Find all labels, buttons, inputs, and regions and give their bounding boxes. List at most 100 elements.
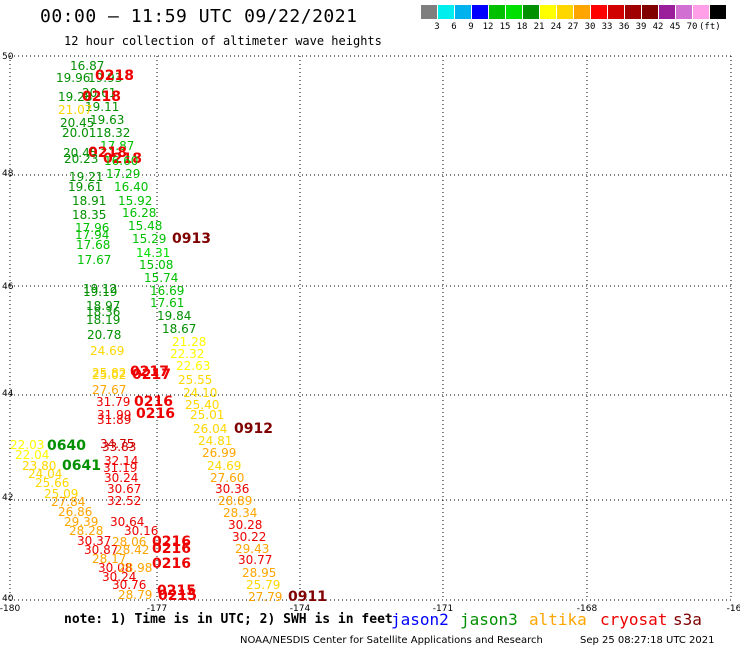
wave-height-label: 17.94 xyxy=(75,228,109,242)
legend-label: 39 xyxy=(635,22,647,32)
legend-label: 15 xyxy=(499,22,511,32)
wave-height-label: 29.39 xyxy=(64,515,98,529)
wave-height-label: 28.79 xyxy=(118,588,152,602)
wave-height-label: 25.02 xyxy=(92,368,126,382)
pass-time-label: 0217 xyxy=(130,364,169,380)
credit-text: NOAA/NESDIS Center for Satellite Applica… xyxy=(240,635,543,646)
wave-height-label: 30.67 xyxy=(107,482,141,496)
lat-label: 50 xyxy=(2,52,14,62)
legend-swatch xyxy=(557,5,573,19)
lat-label: 40 xyxy=(2,594,14,604)
wave-height-label: 17.68 xyxy=(76,238,110,252)
legend-label: 18 xyxy=(516,22,528,32)
wave-height-label: 17.67 xyxy=(77,253,111,267)
wave-height-label: 21.07 xyxy=(58,103,92,117)
wave-height-label: 24.81 xyxy=(198,434,232,448)
wave-height-label: 18.67 xyxy=(162,322,196,336)
satellite-label: altika xyxy=(529,610,587,629)
pass-time-label: 0216 xyxy=(152,541,191,557)
wave-height-label: 16.69 xyxy=(150,284,184,298)
legend-unit: (ft) xyxy=(699,22,721,32)
wave-height-label: 25.66 xyxy=(35,476,69,490)
wave-height-label: 15.92 xyxy=(118,194,152,208)
legend-swatch xyxy=(625,5,641,19)
legend-swatch xyxy=(421,5,437,19)
page-subtitle: 12 hour collection of altimeter wave hei… xyxy=(64,34,382,48)
wave-height-label: 17.87 xyxy=(100,139,134,153)
wave-height-label: 19.11 xyxy=(85,100,119,114)
lon-label: -177 xyxy=(147,604,167,614)
legend-label: 45 xyxy=(669,22,681,32)
pass-time-label: 0640 xyxy=(47,438,86,454)
wave-height-label: 30.16 xyxy=(124,524,158,538)
wave-height-label: 24.10 xyxy=(183,386,217,400)
legend-label: 30 xyxy=(584,22,596,32)
legend-label: 70 xyxy=(686,22,698,32)
wave-height-label: 30.87 xyxy=(84,543,118,557)
legend-swatch xyxy=(642,5,658,19)
wave-height-label: 27.84 xyxy=(51,495,85,509)
wave-height-label: 18.97 xyxy=(86,299,120,313)
wave-height-label: 19.84 xyxy=(157,309,191,323)
timestamp-text: Sep 25 08:27:18 UTC 2021 xyxy=(580,635,715,646)
legend-swatch xyxy=(472,5,488,19)
legend-label: 27 xyxy=(567,22,579,32)
wave-height-label: 28.06 xyxy=(112,535,146,549)
wave-height-label: 30.22 xyxy=(232,530,266,544)
wave-height-label: 20.45 xyxy=(60,116,94,130)
wave-height-label: 24.69 xyxy=(90,344,124,358)
wave-height-label: 29.43 xyxy=(235,542,269,556)
wave-height-label: 28.89 xyxy=(218,494,252,508)
wave-height-label: 34.75 xyxy=(100,437,134,451)
pass-time-label: 0217 xyxy=(132,367,171,383)
wave-height-label: 20.61 xyxy=(82,86,116,100)
pass-time-label: 0216 xyxy=(136,406,175,422)
wave-height-label: 30.76 xyxy=(112,578,146,592)
lat-label: 44 xyxy=(2,389,14,399)
wave-height-label: 20.23 xyxy=(64,152,98,166)
wave-height-label: 16.87 xyxy=(70,59,104,73)
pass-time-label: 0216 xyxy=(152,556,191,572)
legend-label: 36 xyxy=(618,22,630,32)
wave-height-label: 21.28 xyxy=(172,335,206,349)
legend-label: 12 xyxy=(482,22,494,32)
wave-height-label: 28.28 xyxy=(69,524,103,538)
wave-height-label: 19.61 xyxy=(68,180,102,194)
wave-height-label: 26.86 xyxy=(58,505,92,519)
wave-height-label: 24.69 xyxy=(207,459,241,473)
wave-height-label: 16.40 xyxy=(114,180,148,194)
wave-height-label: 15.08 xyxy=(139,258,173,272)
lon-label: -174 xyxy=(290,604,311,614)
lat-label: 42 xyxy=(2,493,13,503)
wave-height-label: 28.42 xyxy=(115,543,149,557)
wave-readings: 16.8719.9619.93021820.6119.28021819.1121… xyxy=(10,59,327,605)
wave-height-label: 28.95 xyxy=(242,566,276,580)
satellite-label: cryosat xyxy=(600,610,668,629)
footer-note: note: 1) Time is in UTC; 2) SWH is in fe… xyxy=(64,612,393,627)
pass-time-label: 0218 xyxy=(88,145,127,161)
lon-label: -168 xyxy=(577,604,598,614)
pass-time-label: 0913 xyxy=(172,231,211,247)
legend-label: 21 xyxy=(533,22,545,32)
wave-height-label: 30.28 xyxy=(228,518,262,532)
wave-height-label: 25.82 xyxy=(92,366,126,380)
pass-time-label: 0218 xyxy=(95,68,134,84)
wave-height-label: 31.99 xyxy=(97,408,131,422)
wave-height-label: 16.28 xyxy=(122,206,156,220)
lat-label: 46 xyxy=(2,282,14,292)
legend-swatch xyxy=(540,5,556,19)
wave-height-label: 32.52 xyxy=(107,494,141,508)
wave-height-label: 20.45 xyxy=(63,146,97,160)
wave-height-label: 23.80 xyxy=(22,459,56,473)
legend-swatch xyxy=(506,5,522,19)
satellite-label: jason2 xyxy=(391,610,449,629)
wave-height-label: 17.61 xyxy=(150,296,184,310)
wave-height-label: 30.08 xyxy=(98,561,132,575)
pass-time-label: 0218 xyxy=(103,151,142,167)
wave-height-label: 27.67 xyxy=(92,383,126,397)
wave-height-label: 25.01 xyxy=(190,408,224,422)
wave-height-label: 25.09 xyxy=(44,487,78,501)
pass-time-label: 0912 xyxy=(234,421,273,437)
legend-label: 6 xyxy=(451,22,457,32)
